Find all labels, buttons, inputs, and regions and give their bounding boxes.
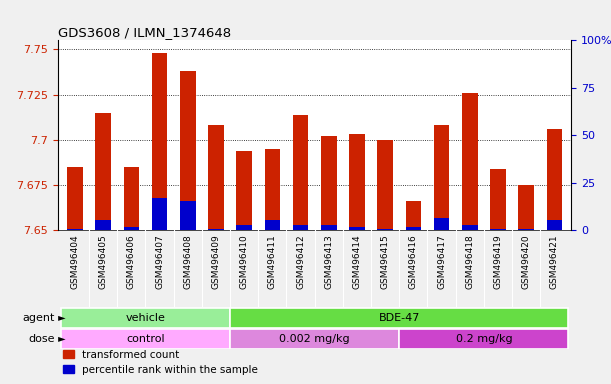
Text: ►: ► [55, 334, 65, 344]
Bar [208, 228, 224, 230]
Bar [462, 225, 478, 230]
Bar [293, 114, 309, 230]
Bar [490, 228, 506, 230]
Bar [61, 329, 230, 349]
Text: GSM496419: GSM496419 [494, 234, 502, 289]
Bar [321, 225, 337, 230]
Text: GSM496406: GSM496406 [127, 234, 136, 289]
Bar [67, 228, 82, 230]
Bar [378, 140, 393, 230]
Bar [152, 198, 167, 230]
Text: GSM496407: GSM496407 [155, 234, 164, 289]
Bar [208, 126, 224, 230]
Text: GSM496411: GSM496411 [268, 234, 277, 289]
Bar [123, 227, 139, 230]
Bar [265, 149, 280, 230]
Bar [95, 113, 111, 230]
Text: GSM496414: GSM496414 [353, 234, 362, 289]
Text: GSM496412: GSM496412 [296, 234, 305, 289]
Text: GSM496416: GSM496416 [409, 234, 418, 289]
Bar [399, 329, 568, 349]
Text: GSM496404: GSM496404 [70, 234, 79, 289]
Bar [123, 167, 139, 230]
Text: GSM496408: GSM496408 [183, 234, 192, 289]
Bar [349, 227, 365, 230]
Text: GSM496410: GSM496410 [240, 234, 249, 289]
Bar [349, 134, 365, 230]
Bar [95, 220, 111, 230]
Bar [547, 220, 562, 230]
Bar [518, 228, 534, 230]
Text: vehicle: vehicle [125, 313, 166, 323]
Bar [378, 228, 393, 230]
Text: GSM496417: GSM496417 [437, 234, 446, 289]
Text: GSM496413: GSM496413 [324, 234, 333, 289]
Text: dose: dose [29, 334, 55, 344]
Text: GDS3608 / ILMN_1374648: GDS3608 / ILMN_1374648 [58, 26, 231, 39]
Bar [293, 225, 309, 230]
Bar [265, 220, 280, 230]
Text: control: control [126, 334, 165, 344]
Text: GSM496409: GSM496409 [211, 234, 221, 289]
Bar [61, 308, 230, 328]
Text: GSM496421: GSM496421 [550, 234, 559, 289]
Bar [180, 71, 196, 230]
Text: BDE-47: BDE-47 [379, 313, 420, 323]
Text: GSM496415: GSM496415 [381, 234, 390, 289]
Text: GSM496405: GSM496405 [98, 234, 108, 289]
Bar [230, 308, 568, 328]
Bar [321, 136, 337, 230]
Bar [152, 53, 167, 230]
Text: GSM496418: GSM496418 [465, 234, 474, 289]
Bar [180, 202, 196, 230]
Bar [490, 169, 506, 230]
Bar [518, 185, 534, 230]
Bar [236, 151, 252, 230]
Legend: transformed count, percentile rank within the sample: transformed count, percentile rank withi… [64, 350, 258, 375]
Bar [406, 227, 421, 230]
Bar [547, 129, 562, 230]
Text: 0.002 mg/kg: 0.002 mg/kg [279, 334, 350, 344]
Bar [434, 126, 449, 230]
Bar [230, 329, 399, 349]
Text: 0.2 mg/kg: 0.2 mg/kg [456, 334, 512, 344]
Bar [406, 202, 421, 230]
Text: agent: agent [23, 313, 55, 323]
Text: GSM496420: GSM496420 [522, 234, 531, 289]
Bar [236, 225, 252, 230]
Text: ►: ► [55, 313, 65, 323]
Bar [434, 218, 449, 230]
Bar [462, 93, 478, 230]
Bar [67, 167, 82, 230]
